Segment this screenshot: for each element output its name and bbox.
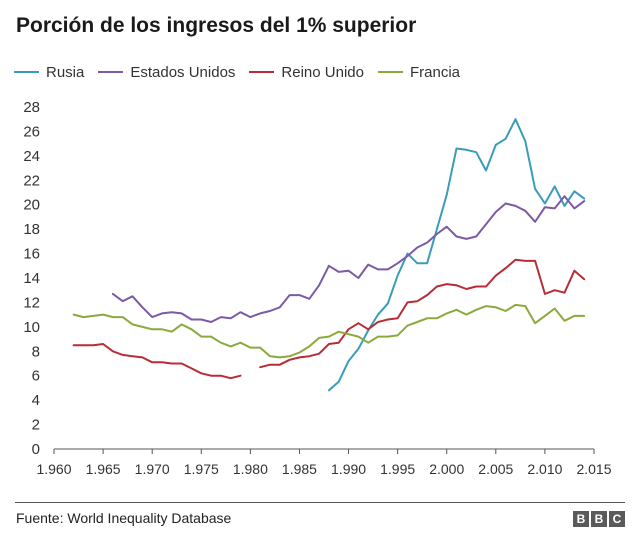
x-tick-label: 2.015 (576, 461, 611, 477)
footer-divider (15, 502, 625, 503)
x-tick-label: 1.990 (331, 461, 366, 477)
x-tick-label: 1.995 (380, 461, 415, 477)
y-tick-label: 22 (23, 172, 40, 189)
y-tick-label: 26 (23, 123, 40, 140)
source-note: Fuente: World Inequality Database (16, 510, 232, 526)
x-tick-label: 2.005 (478, 461, 513, 477)
legend-swatch-rusia (14, 71, 39, 73)
legend-label-rusia: Rusia (46, 63, 85, 81)
y-tick-label: 28 (23, 99, 40, 116)
y-tick-label: 20 (23, 197, 40, 214)
series-line-rusia (327, 118, 586, 392)
y-tick-label: 0 (32, 441, 40, 458)
legend: Rusia Estados Unidos Reino Unido Francia (14, 62, 474, 82)
series-line-francia (72, 303, 586, 359)
y-tick-label: 16 (23, 246, 40, 263)
bbc-logo-letter: C (609, 511, 625, 527)
series-line-estados-unidos (111, 195, 586, 323)
x-tick-label: 1.970 (135, 461, 170, 477)
y-tick-label: 6 (32, 368, 40, 385)
legend-label-estados-unidos: Estados Unidos (130, 63, 236, 81)
bbc-logo-letter: B (591, 511, 607, 527)
x-tick-label: 1.965 (86, 461, 121, 477)
y-tick-label: 18 (23, 221, 40, 238)
y-tick-label: 10 (23, 319, 40, 336)
bbc-logo: B B C (571, 511, 625, 527)
x-tick-label: 1.980 (233, 461, 268, 477)
x-tick-label: 2.000 (429, 461, 464, 477)
x-tick-label: 1.960 (36, 461, 71, 477)
legend-label-reino-unido: Reino Unido (281, 63, 364, 81)
bbc-logo-letter: B (573, 511, 589, 527)
y-tick-label: 2 (32, 417, 40, 434)
legend-label-francia: Francia (409, 63, 461, 81)
y-tick-label: 12 (23, 294, 40, 311)
legend-item-reino-unido: Reino Unido (249, 64, 364, 81)
y-tick-label: 24 (23, 148, 40, 165)
x-tick-label: 1.975 (184, 461, 219, 477)
y-tick-label: 4 (32, 392, 40, 409)
legend-item-francia: Francia (377, 63, 461, 81)
legend-swatch-francia (377, 71, 403, 73)
y-tick-label: 14 (23, 270, 40, 287)
legend-item-rusia: Rusia (14, 64, 84, 81)
x-tick-label: 2.010 (527, 461, 562, 477)
legend-item-estados-unidos: Estados Unidos (98, 64, 235, 81)
y-tick-label: 8 (32, 343, 40, 360)
legend-swatch-estados-unidos (98, 71, 124, 73)
series-line-reino-unido (72, 258, 586, 380)
chart-title: Porción de los ingresos del 1% superior (16, 14, 417, 37)
x-tick-label: 1.985 (282, 461, 317, 477)
legend-swatch-reino-unido (249, 71, 275, 73)
